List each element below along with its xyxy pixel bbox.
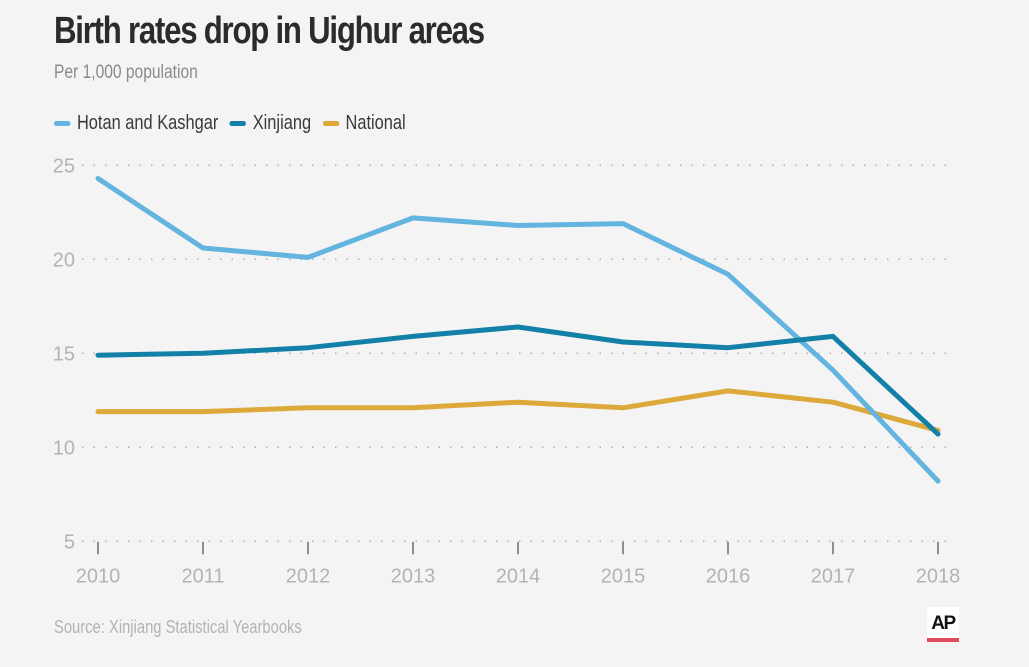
y-tick-label: 5 <box>64 531 75 553</box>
legend-swatch-national <box>322 121 339 126</box>
legend-label: Xinjiang <box>252 112 312 134</box>
x-tick-label: 2010 <box>76 565 121 587</box>
legend-swatch-xinjiang <box>229 121 247 126</box>
y-tick-label: 20 <box>53 249 75 271</box>
x-tick-label: 2012 <box>286 565 331 587</box>
ap-logo-text: AP <box>931 613 956 634</box>
series-line-xinjiang <box>95 324 941 437</box>
ap-logo-accent <box>927 638 959 642</box>
y-tick-label: 25 <box>53 155 75 177</box>
series-lines <box>95 176 941 484</box>
legend-item-hotan-kashgar: Hotan and Kashgar <box>54 112 218 135</box>
series-line-national <box>95 388 941 433</box>
legend-label: National <box>345 112 406 134</box>
x-tick-label: 2015 <box>601 565 646 587</box>
x-tick-label: 2016 <box>706 565 751 587</box>
series-line-hotan-kashgar <box>95 176 941 484</box>
chart-title: Birth rates drop in Uighur areas <box>54 10 485 52</box>
x-tick-label: 2011 <box>181 565 224 587</box>
x-tick-label: 2017 <box>811 565 856 587</box>
x-tick-label: 2013 <box>391 565 436 587</box>
chart-subtitle: Per 1,000 population <box>54 62 198 83</box>
x-tick-label: 2018 <box>916 565 961 587</box>
ap-logo: AP <box>927 607 959 642</box>
y-tick-label: 10 <box>53 437 75 459</box>
source-note: Source: Xinjiang Statistical Yearbooks <box>54 617 302 637</box>
x-axis: 2010 2011 2012 2013 2014 2015 2016 2017 2018 <box>76 541 961 587</box>
legend-label: Hotan and Kashgar <box>76 112 219 134</box>
y-tick-label: 15 <box>53 343 75 365</box>
legend-item-national: National <box>322 112 406 135</box>
legend-swatch-hotan-kashgar <box>54 121 71 126</box>
gridlines <box>82 164 952 543</box>
x-tick-label: 2014 <box>496 565 541 587</box>
legend-item-xinjiang: Xinjiang <box>229 112 312 135</box>
legend: Hotan and Kashgar Xinjiang National <box>54 112 417 135</box>
y-axis: 5 10 15 20 25 <box>53 155 75 553</box>
